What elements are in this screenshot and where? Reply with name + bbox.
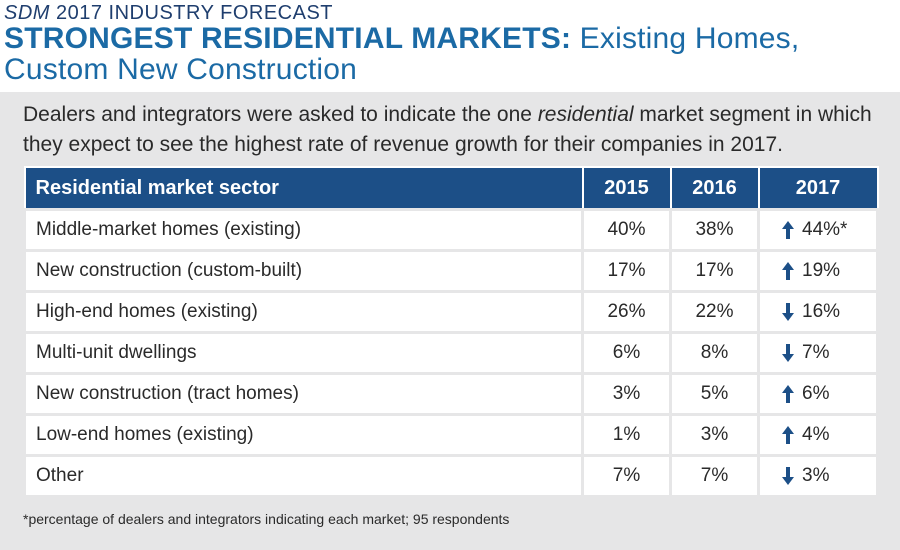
kicker-magazine: SDM xyxy=(4,2,50,24)
sector-cell: New construction (tract homes) xyxy=(23,372,584,416)
value-2017-cell: 3% xyxy=(757,454,879,498)
value-2017-text: 3% xyxy=(802,465,830,486)
intro-before: Dealers and integrators were asked to in… xyxy=(23,103,538,126)
value-2015-cell: 3% xyxy=(581,372,672,416)
page-title-bold: STRONGEST RESIDENTIAL MARKETS: xyxy=(4,22,572,55)
value-2017-text: 6% xyxy=(802,383,830,404)
value-2017-text: 16% xyxy=(802,301,841,322)
header: SDM 2017 INDUSTRY FORECAST STRONGEST RES… xyxy=(0,0,900,92)
arrow-up-icon xyxy=(782,261,794,280)
column-header-2015: 2015 xyxy=(581,166,672,211)
arrow-down-icon xyxy=(782,466,794,485)
sector-cell: Middle-market homes (existing) xyxy=(23,208,584,252)
table-row: Multi-unit dwellings 6% 8% 7% xyxy=(23,331,879,375)
column-header-2017: 2017 xyxy=(757,166,879,211)
table-row: High-end homes (existing) 26% 22% 16% xyxy=(23,290,879,334)
value-2016-cell: 5% xyxy=(669,372,760,416)
value-2017-cell: 7% xyxy=(757,331,879,375)
arrow-down-icon xyxy=(782,302,794,321)
column-header-sector: Residential market sector xyxy=(23,166,584,211)
value-2015-cell: 26% xyxy=(581,290,672,334)
footnote: *percentage of dealers and integrators i… xyxy=(23,511,510,527)
value-2015-cell: 7% xyxy=(581,454,672,498)
value-2015-cell: 17% xyxy=(581,249,672,293)
market-table: Residential market sector 2015 2016 2017… xyxy=(23,166,879,498)
table-body: Middle-market homes (existing) 40% 38% 44%*… xyxy=(23,208,879,498)
sector-cell: Low-end homes (existing) xyxy=(23,413,584,457)
sector-cell: High-end homes (existing) xyxy=(23,290,584,334)
sector-cell: Other xyxy=(23,454,584,498)
value-2016-cell: 7% xyxy=(669,454,760,498)
value-2017-text: 44%* xyxy=(802,219,848,240)
table-row: Low-end homes (existing) 1% 3% 4% xyxy=(23,413,879,457)
value-2015-cell: 1% xyxy=(581,413,672,457)
table-header-row: Residential market sector 2015 2016 2017 xyxy=(23,166,879,211)
table-row: New construction (tract homes) 3% 5% 6% xyxy=(23,372,879,416)
table-row: Middle-market homes (existing) 40% 38% 44%* xyxy=(23,208,879,252)
page-title: STRONGEST RESIDENTIAL MARKETS: Existing … xyxy=(4,23,894,85)
value-2017-cell: 16% xyxy=(757,290,879,334)
page-title-rest: Existing Homes, Custom New Construction xyxy=(4,22,800,86)
value-2016-cell: 3% xyxy=(669,413,760,457)
value-2017-cell: 4% xyxy=(757,413,879,457)
arrow-up-icon xyxy=(782,425,794,444)
arrow-up-icon xyxy=(782,220,794,239)
value-2015-cell: 6% xyxy=(581,331,672,375)
value-2017-text: 4% xyxy=(802,424,830,445)
intro-after: market segment in which they expect to s… xyxy=(23,103,872,156)
value-2017-cell: 6% xyxy=(757,372,879,416)
value-2017-text: 7% xyxy=(802,342,830,363)
kicker-label: 2017 INDUSTRY FORECAST xyxy=(49,2,334,24)
value-2016-cell: 8% xyxy=(669,331,760,375)
table-row: New construction (custom-built) 17% 17% 19% xyxy=(23,249,879,293)
arrow-up-icon xyxy=(782,384,794,403)
arrow-down-icon xyxy=(782,343,794,362)
kicker: SDM 2017 INDUSTRY FORECAST xyxy=(4,2,333,25)
intro-italic: residential xyxy=(537,103,634,126)
sector-cell: New construction (custom-built) xyxy=(23,249,584,293)
value-2016-cell: 17% xyxy=(669,249,760,293)
intro-text: Dealers and integrators were asked to in… xyxy=(23,100,888,160)
value-2016-cell: 22% xyxy=(669,290,760,334)
table-row: Other 7% 7% 3% xyxy=(23,454,879,498)
value-2016-cell: 38% xyxy=(669,208,760,252)
sector-cell: Multi-unit dwellings xyxy=(23,331,584,375)
value-2017-text: 19% xyxy=(802,260,841,281)
value-2017-cell: 44%* xyxy=(757,208,879,252)
value-2017-cell: 19% xyxy=(757,249,879,293)
value-2015-cell: 40% xyxy=(581,208,672,252)
column-header-2016: 2016 xyxy=(669,166,760,211)
